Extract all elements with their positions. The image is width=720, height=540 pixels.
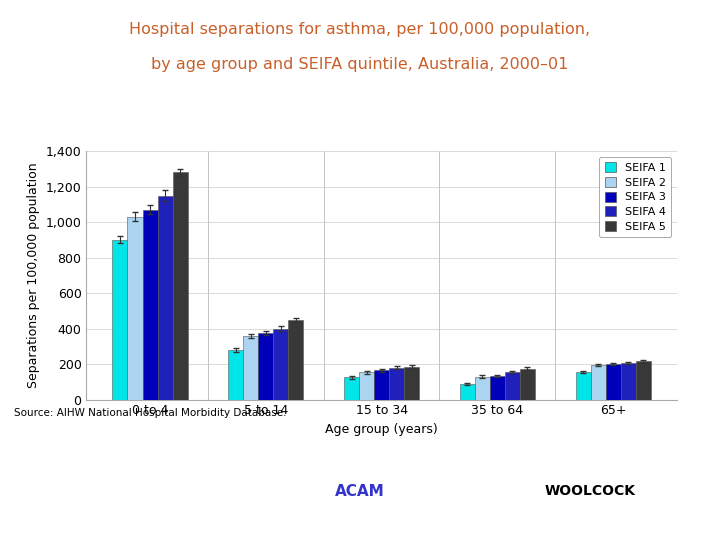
Bar: [289, 320, 303, 400]
Bar: [243, 336, 258, 400]
Bar: [374, 370, 389, 400]
Bar: [228, 350, 243, 400]
Bar: [258, 333, 274, 400]
Bar: [143, 210, 158, 400]
Bar: [490, 376, 505, 400]
Bar: [127, 217, 143, 400]
Text: Hospital separations for asthma, per 100,000 population,: Hospital separations for asthma, per 100…: [130, 22, 590, 37]
Bar: [173, 172, 188, 400]
Legend: SEIFA 1, SEIFA 2, SEIFA 3, SEIFA 4, SEIFA 5: SEIFA 1, SEIFA 2, SEIFA 3, SEIFA 4, SEIF…: [599, 157, 671, 237]
Bar: [520, 368, 535, 400]
Bar: [460, 383, 474, 400]
Bar: [606, 364, 621, 400]
Bar: [404, 367, 419, 400]
Text: WOOLCOCK: WOOLCOCK: [545, 484, 636, 498]
Bar: [158, 195, 173, 400]
Y-axis label: Separations per 100,000 population: Separations per 100,000 population: [27, 163, 40, 388]
Text: Source: AIHW National Hospital Morbidity Database.: Source: AIHW National Hospital Morbidity…: [14, 408, 287, 418]
Bar: [636, 361, 651, 400]
Text: AIHW: AIHW: [38, 485, 77, 498]
X-axis label: Age group (years): Age group (years): [325, 423, 438, 436]
Bar: [575, 372, 590, 400]
Bar: [505, 372, 520, 400]
Text: ACAM: ACAM: [335, 484, 385, 499]
Bar: [474, 376, 490, 400]
Bar: [344, 377, 359, 400]
Bar: [590, 365, 606, 400]
Bar: [274, 329, 289, 400]
Bar: [389, 368, 404, 400]
Bar: [112, 240, 127, 400]
Bar: [359, 372, 374, 400]
Bar: [621, 363, 636, 400]
Text: by age group and SEIFA quintile, Australia, 2000–01: by age group and SEIFA quintile, Austral…: [151, 57, 569, 72]
